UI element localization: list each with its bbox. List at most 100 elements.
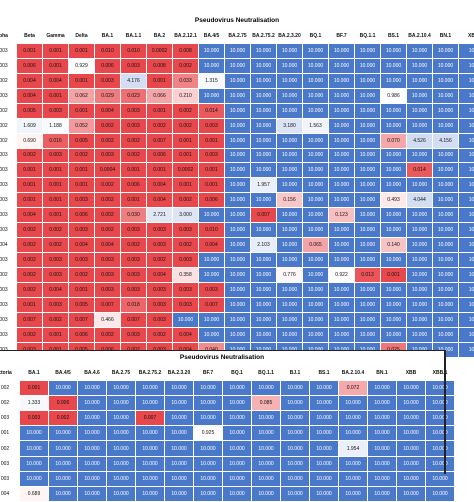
value-cell: 10.000 <box>433 282 459 297</box>
value-cell: 0.006 <box>147 148 173 163</box>
value-cell: 10.000 <box>355 297 381 312</box>
value-cell: 10.000 <box>329 238 355 253</box>
value-cell: 10.000 <box>381 43 407 58</box>
value-cell: 0.003 <box>121 268 147 283</box>
value-cell: 10.000 <box>225 73 251 88</box>
value-cell: 10.000 <box>433 73 459 88</box>
value-cell: 0.003 <box>147 238 173 253</box>
value-cell: 10.000 <box>225 193 251 208</box>
value-cell: 4.156 <box>433 133 459 148</box>
value-cell: 10.000 <box>165 411 194 426</box>
value-cell: 0.002 <box>95 327 121 342</box>
value-cell: 10 <box>459 208 474 223</box>
value-cell: 10.000 <box>165 486 194 501</box>
value-cell: 0.008 <box>173 43 199 58</box>
value-cell: 10.000 <box>368 471 397 486</box>
value-cell: 0.003 <box>173 253 199 268</box>
value-cell: 0.006 <box>69 327 95 342</box>
row-label: 004 <box>0 486 20 501</box>
value-cell: 10.000 <box>199 58 225 73</box>
column-header: BA.2.10.4 <box>339 366 368 381</box>
row-label: 003 <box>0 208 17 223</box>
value-cell: 0.002 <box>49 411 78 426</box>
value-cell: 10.000 <box>199 312 225 327</box>
value-cell: 10.000 <box>136 456 165 471</box>
value-cell: 10.000 <box>199 268 225 283</box>
value-cell: 10.000 <box>329 282 355 297</box>
value-cell: 10.000 <box>251 282 277 297</box>
value-cell: 10.000 <box>433 208 459 223</box>
value-cell: 0.014 <box>407 163 433 178</box>
value-cell: 0.018 <box>121 297 147 312</box>
value-cell: 0.358 <box>173 268 199 283</box>
value-cell: 10.000 <box>355 312 381 327</box>
value-cell: 10.000 <box>277 43 303 58</box>
table2-right-border <box>444 350 446 474</box>
value-cell: 10.000 <box>107 471 136 486</box>
value-cell: 10.000 <box>339 396 368 411</box>
value-cell: 0.013 <box>355 268 381 283</box>
column-header: BA.2 <box>147 29 173 44</box>
value-cell: 10.000 <box>303 208 329 223</box>
value-cell: 10.000 <box>281 426 310 441</box>
value-cell: 10.000 <box>355 193 381 208</box>
value-cell: 0.003 <box>43 103 69 118</box>
value-cell: 10.000 <box>223 486 252 501</box>
value-cell: 0.003 <box>147 223 173 238</box>
value-cell: 1.315 <box>199 73 225 88</box>
value-cell: 10.000 <box>173 312 199 327</box>
value-cell: 10.000 <box>251 118 277 133</box>
value-cell: 0.001 <box>43 193 69 208</box>
value-cell: 0.004 <box>147 193 173 208</box>
value-cell: 0.004 <box>95 238 121 253</box>
value-cell: 10.000 <box>381 208 407 223</box>
value-cell: 10.000 <box>277 163 303 178</box>
value-cell: 10.000 <box>225 118 251 133</box>
value-cell: 0.003 <box>95 73 121 88</box>
value-cell: 0.001 <box>173 133 199 148</box>
value-cell: 0.003 <box>95 282 121 297</box>
value-cell: 10.000 <box>136 396 165 411</box>
value-cell: 10.000 <box>49 471 78 486</box>
value-cell: 0.002 <box>17 268 43 283</box>
value-cell: 10 <box>459 268 474 283</box>
value-cell: 10.000 <box>223 456 252 471</box>
value-cell: 10.000 <box>355 88 381 103</box>
value-cell: 1.609 <box>17 118 43 133</box>
value-cell: 0.004 <box>17 208 43 223</box>
value-cell: 10.000 <box>381 148 407 163</box>
value-cell: 10.000 <box>277 238 303 253</box>
value-cell: 10.000 <box>107 486 136 501</box>
value-cell: 10.000 <box>329 297 355 312</box>
value-cell: 0.001 <box>69 103 95 118</box>
value-cell: 10.000 <box>165 381 194 396</box>
value-cell: 10.000 <box>329 223 355 238</box>
value-cell: 10.000 <box>397 456 426 471</box>
value-cell: 10.000 <box>225 268 251 283</box>
value-cell: 10.000 <box>277 88 303 103</box>
value-cell: 10.000 <box>277 133 303 148</box>
value-cell: 0.003 <box>69 253 95 268</box>
value-cell: 10.000 <box>397 411 426 426</box>
value-cell: 10.000 <box>165 456 194 471</box>
value-cell: 0.001 <box>199 163 225 178</box>
value-cell: 10.000 <box>407 208 433 223</box>
value-cell: 0.003 <box>199 148 225 163</box>
value-cell: 10.000 <box>281 381 310 396</box>
value-cell: 10.000 <box>407 148 433 163</box>
value-cell: 10.000 <box>339 426 368 441</box>
value-cell: 10.000 <box>355 43 381 58</box>
value-cell: 0.002 <box>173 193 199 208</box>
value-cell: 10.000 <box>303 178 329 193</box>
column-header: BQ.1.1 <box>355 29 381 44</box>
column-header: Gamma <box>43 29 69 44</box>
column-header: BA.2.3.20 <box>165 366 194 381</box>
value-cell: 0.010 <box>121 43 147 58</box>
value-cell: 0.922 <box>329 268 355 283</box>
value-cell: 10.000 <box>329 88 355 103</box>
row-label: 001 <box>0 426 20 441</box>
